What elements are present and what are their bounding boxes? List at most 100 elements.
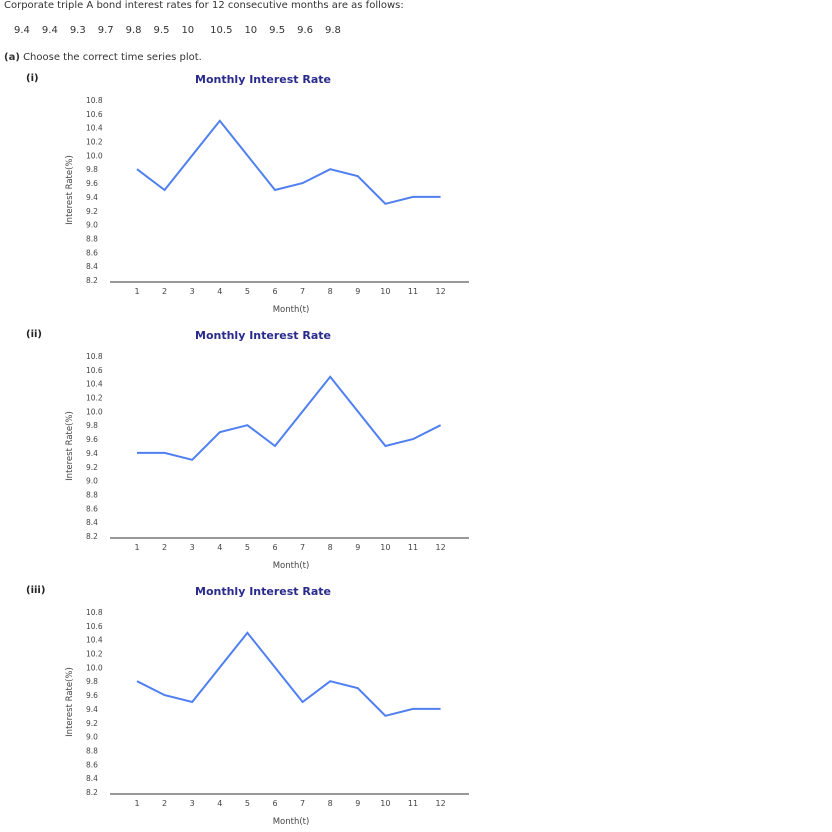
- y-tick-label: 8.2: [86, 276, 98, 285]
- y-tick-label: 9.6: [86, 691, 98, 700]
- y-tick-label: 8.8: [86, 746, 98, 755]
- x-tick-label: 3: [190, 543, 195, 552]
- option-label-i[interactable]: (i): [26, 73, 39, 84]
- x-tick-label: 12: [436, 799, 446, 808]
- data-values-row: 9.4 9.4 9.3 9.7 9.8 9.5 10 10.5 10 9.5 9.6 9.8: [14, 25, 353, 36]
- data-value: 9.8: [324, 25, 341, 36]
- x-tick-label: 11: [408, 799, 418, 808]
- chart-title: Monthly Interest Rate: [195, 329, 331, 342]
- data-value: 9.4: [14, 25, 30, 36]
- x-tick-label: 8: [328, 287, 333, 296]
- data-value: 9.4: [41, 25, 58, 36]
- y-tick-label: 9.2: [86, 207, 98, 216]
- chart-option-i[interactable]: Monthly Interest Rate 10.8 10.6 10.4 10.2 10.…: [0, 0, 832, 320]
- data-value: 9.5: [269, 25, 286, 36]
- y-tick-label: 10.2: [86, 138, 103, 147]
- y-tick-label: 10.0: [86, 407, 103, 416]
- x-tick-label: 6: [272, 543, 277, 552]
- y-tick-label: 10.8: [86, 352, 103, 361]
- x-tick-label: 2: [162, 543, 167, 552]
- y-tick-label: 10.0: [86, 663, 103, 672]
- data-value: 10.5: [210, 25, 233, 36]
- y-tick-label: 10.8: [86, 608, 103, 617]
- y-tick-label: 8.2: [86, 532, 98, 541]
- x-tick-label: 3: [190, 287, 195, 296]
- y-tick-label: 9.4: [86, 705, 98, 714]
- y-tick-label: 9.8: [86, 421, 98, 430]
- chart-title: Monthly Interest Rate: [195, 585, 331, 598]
- data-value: 9.6: [297, 25, 313, 36]
- x-tick-label: 2: [162, 287, 167, 296]
- series-line: [136, 119, 441, 205]
- y-axis-label: Interest Rate(%): [65, 667, 75, 737]
- x-tick-label: 5: [245, 543, 250, 552]
- x-tick-label: 10: [380, 799, 390, 808]
- data-value: 10: [181, 25, 195, 36]
- x-axis-label: Month(t): [273, 817, 310, 827]
- y-tick-label: 10.2: [86, 394, 103, 403]
- x-tick-label: 6: [272, 799, 277, 808]
- y-tick-label: 8.8: [86, 490, 98, 499]
- y-tick-label: 10.2: [86, 650, 103, 659]
- y-tick-label: 8.6: [86, 760, 98, 769]
- series-line: [136, 631, 441, 717]
- problem-intro: Corporate triple A bond interest rates f…: [4, 0, 404, 11]
- x-tick-label: 10: [380, 543, 390, 552]
- x-tick-label: 4: [217, 799, 222, 808]
- x-tick-label: 6: [272, 287, 277, 296]
- x-tick-label: 10: [380, 287, 390, 296]
- x-tick-label: 4: [217, 543, 222, 552]
- x-tick-label: 11: [408, 543, 418, 552]
- y-tick-label: 8.8: [86, 234, 98, 243]
- data-value: 9.8: [125, 25, 142, 36]
- y-tick-label: 9.0: [86, 221, 98, 230]
- y-tick-label: 8.4: [86, 262, 98, 271]
- y-tick-label: 9.4: [86, 449, 98, 458]
- chart-option-ii[interactable]: Monthly Interest Rate 10.8 10.6 10.4 10.2 10.…: [0, 256, 832, 576]
- series-line: [137, 375, 442, 461]
- data-value: 10: [244, 25, 258, 36]
- x-axis-label: Month(t): [273, 305, 310, 315]
- x-tick-label: 5: [245, 799, 250, 808]
- y-tick-label: 8.2: [86, 788, 98, 797]
- y-tick-label: 9.6: [86, 435, 98, 444]
- x-tick-label: 9: [355, 799, 360, 808]
- y-tick-label: 10.8: [86, 96, 103, 105]
- data-value: 9.7: [97, 25, 114, 36]
- y-axis-label: Interest Rate(%): [65, 155, 75, 225]
- option-label-ii[interactable]: (ii): [26, 329, 42, 340]
- y-tick-label: 10.0: [86, 151, 103, 160]
- y-tick-label: 9.8: [86, 677, 98, 686]
- x-tick-label: 7: [300, 799, 305, 808]
- x-axis-label: Month(t): [273, 561, 310, 571]
- x-tick-label: 9: [355, 287, 360, 296]
- y-tick-label: 9.0: [86, 733, 98, 742]
- x-tick-label: 9: [355, 543, 360, 552]
- y-tick-label: 9.6: [86, 179, 98, 188]
- option-label-iii[interactable]: (iii): [26, 585, 46, 596]
- chart-title: Monthly Interest Rate: [195, 73, 331, 86]
- y-tick-label: 8.4: [86, 774, 98, 783]
- y-tick-label: 8.6: [86, 248, 98, 257]
- y-tick-label: 10.4: [86, 636, 103, 645]
- x-tick-label: 1: [134, 287, 139, 296]
- x-tick-label: 5: [245, 287, 250, 296]
- x-tick-label: 2: [162, 799, 167, 808]
- x-tick-label: 8: [328, 543, 333, 552]
- y-tick-label: 9.0: [86, 477, 98, 486]
- y-tick-label: 9.8: [86, 165, 98, 174]
- chart-option-iii[interactable]: Monthly Interest Rate 10.8 10.6 10.4 10.2 10.…: [0, 512, 832, 832]
- question-part-label: (a): [4, 52, 20, 63]
- y-tick-label: 8.6: [86, 504, 98, 513]
- x-tick-label: 7: [300, 543, 305, 552]
- y-tick-label: 10.4: [86, 124, 103, 133]
- x-tick-label: 12: [436, 543, 446, 552]
- x-tick-label: 3: [190, 799, 195, 808]
- x-tick-label: 4: [217, 287, 222, 296]
- y-tick-label: 9.2: [86, 463, 98, 472]
- y-axis-label: Interest Rate(%): [65, 411, 75, 481]
- y-tick-label: 10.6: [86, 622, 103, 631]
- question-prompt: (a) Choose the correct time series plot.: [4, 52, 202, 63]
- y-tick-label: 10.6: [86, 110, 103, 119]
- y-tick-label: 8.4: [86, 518, 98, 527]
